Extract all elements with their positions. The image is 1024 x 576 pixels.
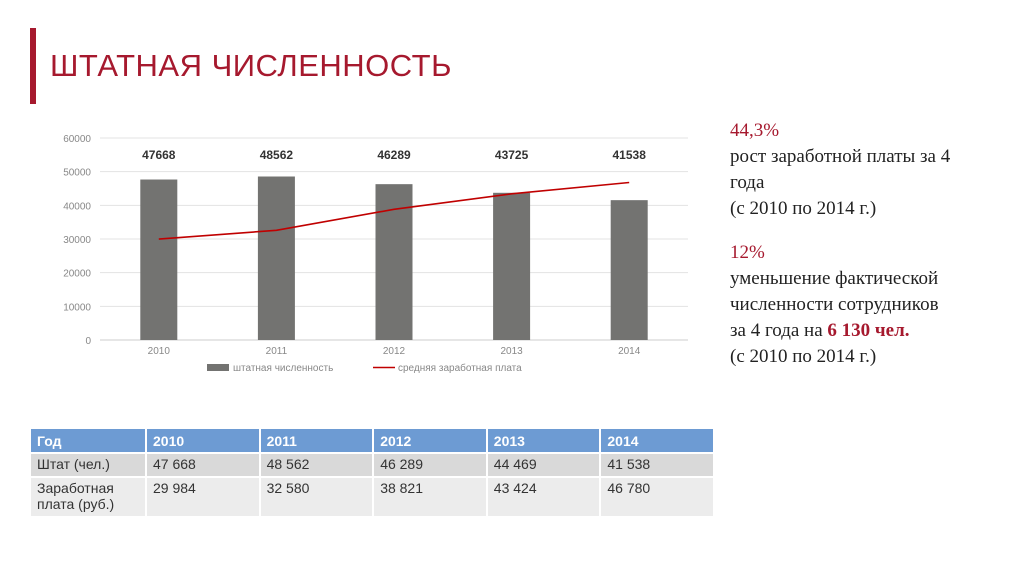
table-cell: 38 821 <box>373 477 488 518</box>
stat-text-prefix: за 4 года на <box>730 320 828 341</box>
bar-data-label: 48562 <box>260 148 294 162</box>
table-row: Заработная плата (руб.) 29 984 32 580 38 … <box>31 477 715 518</box>
stats-panel: 44,3% рост заработной платы за 4 года (с… <box>730 118 1010 388</box>
table-cell: 48 562 <box>259 453 375 478</box>
stat-text-line: рост заработной платы за 4 <box>730 146 951 167</box>
bar <box>375 184 413 340</box>
table-cell: 43 424 <box>486 477 602 518</box>
table-header-row: Год 2010 2011 2012 2013 2014 <box>31 429 715 454</box>
table-header-cell: 2012 <box>373 429 488 454</box>
page-title: ШТАТНАЯ ЧИСЛЕННОСТЬ <box>50 48 452 83</box>
table-cell: 44 469 <box>486 453 602 478</box>
table-cell: 47 668 <box>146 453 261 478</box>
y-tick-label: 40000 <box>63 201 91 212</box>
line-series <box>158 181 630 240</box>
bar <box>610 200 648 340</box>
stat-text-line: (с 2010 по 2014 г.) <box>730 198 877 219</box>
y-tick-label: 10000 <box>63 302 91 313</box>
table-cell: 46 780 <box>600 477 715 518</box>
bar-data-label: 41538 <box>613 148 647 162</box>
stat-text-line: численности сотрудников <box>730 294 939 315</box>
table-header-cell: Год <box>31 429 147 454</box>
legend-bar-swatch <box>207 364 229 371</box>
table-row-label: Заработная плата (руб.) <box>31 477 147 518</box>
x-tick-label: 2010 <box>148 346 171 357</box>
table-cell: 29 984 <box>146 477 261 518</box>
bar <box>493 192 531 340</box>
bar-data-label: 43725 <box>495 148 529 162</box>
table-row: Штат (чел.) 47 668 48 562 46 289 44 469 … <box>31 453 715 478</box>
stat-value: 12% <box>730 242 765 263</box>
legend-line-label: средняя заработная плата <box>398 362 522 374</box>
table-header-cell: 2011 <box>259 429 375 454</box>
title-accent-bar <box>30 28 36 104</box>
stat-text-line: за 4 года на 6 130 чел. <box>730 318 1010 344</box>
y-tick-label: 20000 <box>63 269 91 280</box>
x-tick-label: 2014 <box>618 346 641 357</box>
table-cell: 46 289 <box>373 453 488 478</box>
bar <box>257 176 295 340</box>
x-tick-label: 2012 <box>383 346 406 357</box>
table-header-cell: 2010 <box>146 429 261 454</box>
bar <box>140 179 178 340</box>
y-tick-label: 30000 <box>63 235 91 246</box>
bar-data-labels: 47668 48562 46289 43725 41538 <box>142 148 646 162</box>
y-tick-label: 50000 <box>63 168 91 179</box>
stat-salary-growth: 44,3% рост заработной платы за 4 года (с… <box>730 118 1010 222</box>
chart-legend: штатная численность средняя заработная п… <box>207 362 522 374</box>
table-header-cell: 2014 <box>600 429 715 454</box>
label-line: плата (руб.) <box>37 496 115 512</box>
stat-text-line: (с 2010 по 2014 г.) <box>730 346 877 367</box>
data-table: Год 2010 2011 2012 2013 2014 Штат (чел.)… <box>31 429 715 518</box>
bar-series <box>140 176 648 340</box>
salary-line <box>158 181 630 240</box>
table-header-cell: 2013 <box>486 429 602 454</box>
chart-gridlines <box>100 137 688 341</box>
stat-value: 44,3% <box>730 120 780 141</box>
x-tick-label: 2011 <box>266 346 288 357</box>
label-line: Заработная <box>37 480 114 496</box>
table-cell: 41 538 <box>600 453 715 478</box>
x-tick-label: 2013 <box>500 346 523 357</box>
bar-data-label: 46289 <box>377 148 411 162</box>
y-axis-ticks: 0 10000 20000 30000 40000 50000 60000 <box>63 134 91 347</box>
stat-text-line: года <box>730 172 765 193</box>
y-tick-label: 0 <box>85 336 91 347</box>
stat-text-line: уменьшение фактической <box>730 268 939 289</box>
stat-highlight-number: 6 130 чел. <box>827 320 910 341</box>
stat-staff-reduction: 12% уменьшение фактической численности с… <box>730 240 1010 370</box>
combo-chart: 0 10000 20000 30000 40000 50000 60000 47668 485… <box>63 134 688 374</box>
legend-bar-label: штатная численность <box>233 363 333 374</box>
y-tick-label: 60000 <box>63 134 91 145</box>
x-axis-ticks: 2010 2011 2012 2013 2014 <box>148 346 641 357</box>
bar-data-label: 47668 <box>142 148 176 162</box>
table-cell: 32 580 <box>259 477 375 518</box>
table-row-label: Штат (чел.) <box>31 453 147 478</box>
